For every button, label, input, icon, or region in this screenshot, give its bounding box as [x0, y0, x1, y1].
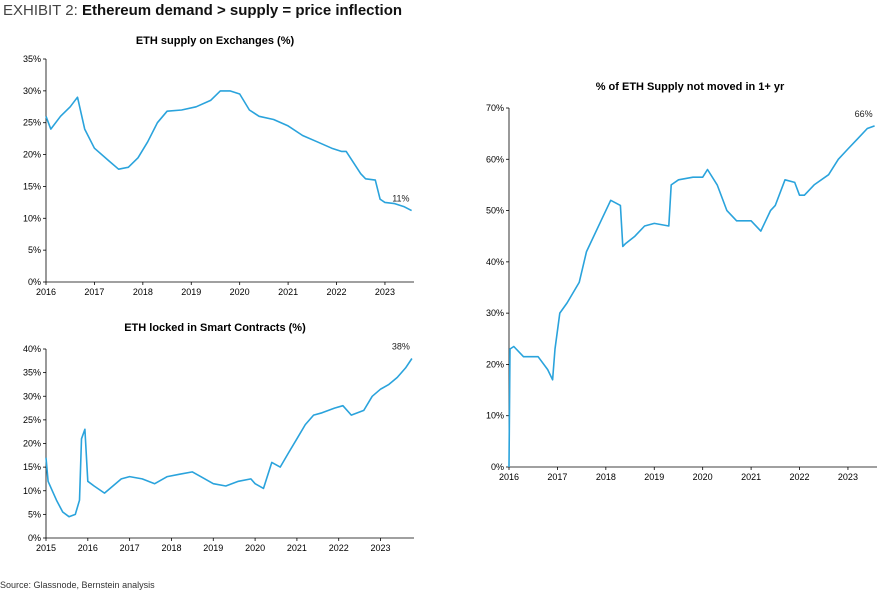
- x-tick-label: 2017: [547, 472, 567, 482]
- chart-title: ETH supply on Exchanges (%): [136, 35, 295, 47]
- data-label: 11%: [392, 194, 409, 204]
- x-tick-label: 2023: [375, 287, 395, 297]
- source-note: Source: Glassnode, Bernstein analysis: [0, 580, 155, 590]
- y-tick-label: 20%: [23, 150, 41, 160]
- y-tick-label: 10%: [23, 213, 41, 223]
- exhibit-heading: Ethereum demand > supply = price inflect…: [81, 2, 403, 19]
- x-tick-label: 2019: [644, 472, 664, 482]
- series-line: [45, 358, 413, 518]
- y-tick-label: 0%: [491, 462, 504, 472]
- y-tick-label: 10%: [23, 486, 41, 496]
- chart-title: ETH locked in Smart Contracts (%): [124, 322, 306, 334]
- x-tick-label: 2018: [133, 287, 153, 297]
- data-label: 66%: [855, 109, 873, 119]
- y-tick-label: 30%: [486, 308, 504, 318]
- x-tick-label: 2018: [596, 472, 616, 482]
- x-tick-label: 2022: [329, 543, 349, 553]
- y-tick-label: 15%: [23, 462, 41, 472]
- chart-title: % of ETH Supply not moved in 1+ yr: [596, 81, 785, 93]
- x-tick-label: 2022: [327, 287, 347, 297]
- x-tick-label: 2017: [120, 543, 140, 553]
- y-tick-label: 0%: [28, 533, 41, 543]
- y-tick-label: 50%: [486, 206, 504, 216]
- x-tick-label: 2015: [36, 543, 56, 553]
- y-tick-label: 20%: [486, 359, 504, 369]
- y-tick-label: 30%: [23, 391, 41, 401]
- y-tick-label: 25%: [23, 415, 41, 425]
- y-tick-label: 15%: [23, 181, 41, 191]
- x-tick-label: 2020: [693, 472, 713, 482]
- x-tick-label: 2016: [499, 472, 519, 482]
- series-line: [508, 125, 875, 468]
- y-tick-label: 0%: [28, 277, 41, 287]
- y-tick-label: 60%: [486, 154, 504, 164]
- y-tick-label: 25%: [23, 118, 41, 128]
- x-tick-label: 2018: [161, 543, 181, 553]
- y-tick-label: 30%: [23, 86, 41, 96]
- x-tick-label: 2016: [78, 543, 98, 553]
- exhibit-label: EXHIBIT 2:: [3, 2, 78, 19]
- x-tick-label: 2020: [245, 543, 265, 553]
- y-tick-label: 5%: [28, 509, 41, 519]
- x-tick-label: 2023: [371, 543, 391, 553]
- chart-supply-exchanges: ETH supply on Exchanges (%) 0% 5% 10% 15% 20%…: [23, 35, 414, 297]
- x-tick-label: 2023: [838, 472, 858, 482]
- x-tick-label: 2021: [741, 472, 761, 482]
- x-tick-label: 2020: [230, 287, 250, 297]
- y-tick-label: 40%: [23, 344, 41, 354]
- chart-not-moved: % of ETH Supply not moved in 1+ yr 0% 10% 2…: [486, 81, 877, 482]
- y-tick-label: 5%: [28, 245, 41, 255]
- x-tick-label: 2021: [287, 543, 307, 553]
- y-tick-label: 35%: [23, 54, 41, 64]
- x-tick-label: 2017: [84, 287, 104, 297]
- y-tick-label: 40%: [486, 257, 504, 267]
- x-tick-label: 2016: [36, 287, 56, 297]
- y-tick-label: 10%: [486, 411, 504, 421]
- exhibit-title: EXHIBIT 2: Ethereum demand > supply = pr…: [3, 1, 402, 21]
- data-label: 38%: [392, 341, 410, 351]
- y-tick-label: 35%: [23, 368, 41, 378]
- y-tick-label: 20%: [23, 439, 41, 449]
- x-tick-label: 2021: [278, 287, 298, 297]
- x-tick-label: 2019: [181, 287, 201, 297]
- y-tick-label: 70%: [486, 103, 504, 113]
- chart-smart-contracts: ETH locked in Smart Contracts (%) 0% 5% 10%…: [23, 322, 414, 553]
- x-tick-label: 2022: [790, 472, 810, 482]
- x-tick-label: 2019: [203, 543, 223, 553]
- series-line: [45, 90, 412, 212]
